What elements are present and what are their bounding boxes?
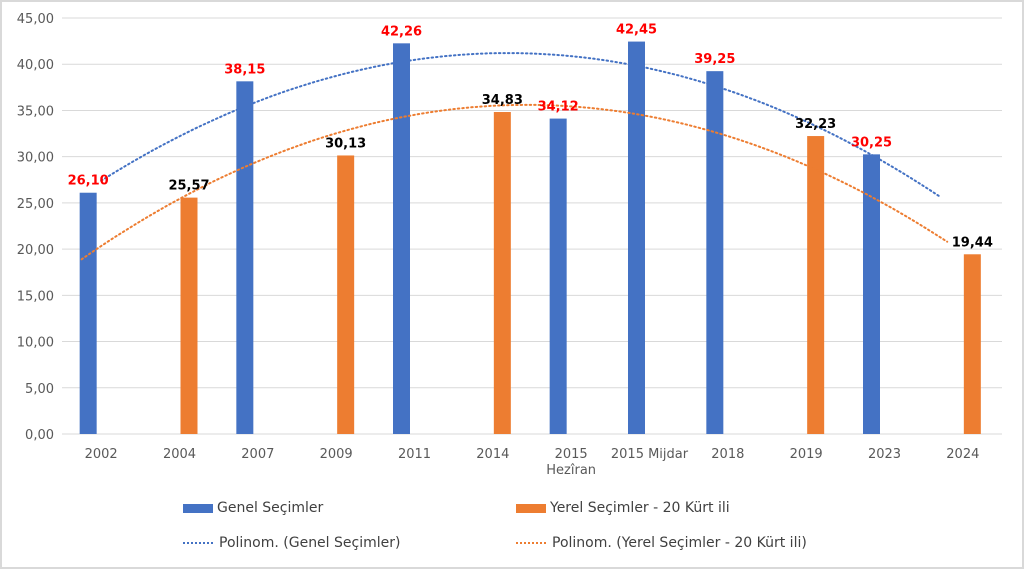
data-label: 34,12 — [538, 100, 579, 115]
x-tick-label: 2023 — [868, 447, 901, 462]
data-label: 34,83 — [482, 93, 523, 108]
bar-genel — [628, 41, 645, 434]
x-tick-label: 2014 — [476, 447, 509, 462]
y-tick-label: 35,00 — [17, 104, 54, 119]
legend-item-yerel: Yerel Seçimler - 20 Kürt ili — [516, 500, 730, 516]
legend-label-poly-yerel: Polinom. (Yerel Seçimler - 20 Kürt ili) — [552, 535, 807, 551]
y-tick-label: 45,00 — [17, 12, 54, 27]
x-tick-label: 2024 — [946, 447, 979, 462]
bar-genel — [79, 192, 97, 434]
bar-genel — [236, 81, 254, 434]
data-label: 39,25 — [694, 52, 735, 67]
bar-yerel — [963, 254, 981, 434]
data-label: 38,15 — [224, 62, 265, 77]
bar-yerel — [493, 112, 511, 435]
data-label: 30,25 — [851, 135, 892, 150]
y-tick-label: 5,00 — [25, 382, 54, 397]
data-label: 26,10 — [68, 174, 109, 189]
data-label: 30,13 — [325, 136, 366, 151]
legend-item-poly-genel: Polinom. (Genel Seçimler) — [183, 535, 400, 551]
legend-dotline-yerel — [516, 542, 546, 544]
x-tick-label: 2015 — [555, 447, 588, 462]
x-tick-label: 2018 — [711, 447, 744, 462]
data-label: 42,26 — [381, 24, 422, 39]
trendline-genel — [100, 52, 942, 199]
bar-genel — [549, 118, 567, 434]
legend-dotline-genel — [183, 542, 213, 544]
bar-genel — [393, 43, 410, 435]
y-tick-label: 15,00 — [17, 289, 54, 304]
legend-swatch-genel — [183, 503, 213, 513]
x-tick-label: 2007 — [241, 447, 274, 462]
legend-label-genel: Genel Seçimler — [217, 500, 324, 516]
x-tick-label: 2011 — [398, 447, 431, 462]
legend-label-yerel: Yerel Seçimler - 20 Kürt ili — [550, 500, 730, 516]
y-tick-label: 20,00 — [17, 243, 54, 258]
trendline-yerel — [80, 103, 949, 261]
data-label: 32,23 — [795, 117, 836, 132]
bar-genel — [863, 154, 880, 434]
x-tick-label: 2019 — [790, 447, 823, 462]
x-tick-label: 2015 Mijdar — [611, 447, 689, 462]
x-tick-label: Hezîran — [546, 463, 596, 478]
bar-yerel — [180, 197, 198, 434]
data-label: 25,57 — [168, 179, 209, 194]
y-tick-label: 40,00 — [17, 58, 54, 73]
legend-label-poly-genel: Polinom. (Genel Seçimler) — [219, 535, 401, 551]
x-tick-label: 2009 — [320, 447, 353, 462]
y-tick-label: 30,00 — [17, 151, 54, 166]
bar-genel — [706, 71, 724, 435]
data-label: 42,45 — [616, 23, 657, 38]
bar-yerel — [807, 136, 825, 434]
y-tick-label: 25,00 — [17, 197, 54, 212]
x-tick-label: 2002 — [85, 447, 118, 462]
x-tick-label: 2004 — [163, 447, 196, 462]
legend-item-genel: Genel Seçimler — [183, 500, 323, 516]
y-tick-label: 0,00 — [25, 428, 54, 443]
bar-yerel — [337, 155, 355, 434]
legend-item-poly-yerel: Polinom. (Yerel Seçimler - 20 Kürt ili) — [516, 535, 807, 551]
y-tick-label: 10,00 — [17, 336, 54, 351]
legend-swatch-yerel — [516, 503, 546, 513]
data-label: 19,44 — [952, 235, 993, 250]
